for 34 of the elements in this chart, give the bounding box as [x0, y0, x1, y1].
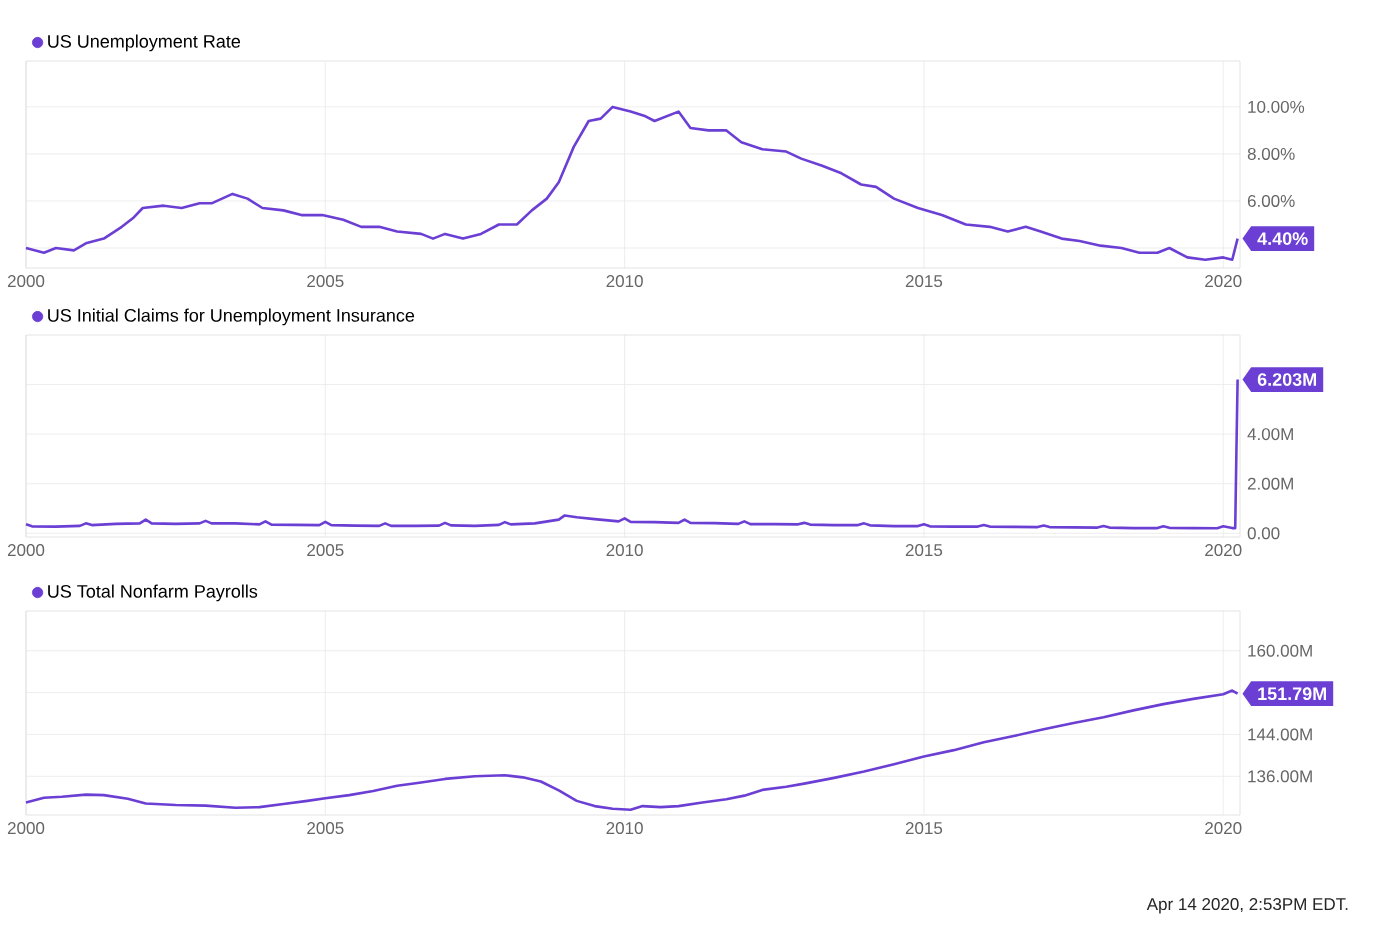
x-tick-label: 2000 [7, 822, 45, 835]
y-tick-label: 6.00% [1247, 194, 1295, 207]
y-tick-label: 8.00% [1247, 147, 1295, 160]
x-tick-label: 2010 [606, 275, 643, 288]
y-tick-label: 10.00% [1248, 100, 1305, 113]
x-tick-label: 2010 [606, 822, 643, 835]
legend-label: US Initial Claims for Unemployment Insurance [48, 308, 415, 326]
x-tick-label: 2005 [307, 275, 344, 288]
x-tick-label: 2000 [7, 275, 45, 288]
x-tick-label: 2005 [307, 544, 344, 557]
text: 6.203M [1257, 373, 1316, 386]
y-tick-label: 144.00M [1248, 728, 1312, 741]
x-tick-label: 2020 [1205, 275, 1242, 288]
y-tick-label: 4.00M [1247, 428, 1293, 441]
x-tick-label: 2010 [606, 544, 643, 557]
line-series [24, 689, 1239, 812]
x-tick-label: 2015 [905, 275, 943, 288]
x-tick-label: 2020 [1205, 822, 1242, 835]
x-tick-label: 2000 [7, 544, 45, 557]
y-tick-label: 160.00M [1248, 644, 1312, 657]
y-tick-label: 136.00M [1248, 770, 1312, 783]
line-series [24, 105, 1239, 262]
legend-label: US Unemployment Rate [48, 34, 241, 52]
y-tick-label: 2.00M [1247, 477, 1293, 490]
text: 4.40% [1257, 232, 1308, 245]
line-series [24, 378, 1239, 530]
text: 151.79M [1258, 687, 1326, 701]
x-tick-label: 2015 [905, 544, 943, 557]
x-tick-label: 2020 [1205, 544, 1242, 557]
y-tick-label: 0.00 [1247, 527, 1280, 540]
x-tick-label: 2015 [905, 822, 943, 835]
text: Apr 14 2020, 2:53PM EDT. [1146, 898, 1348, 914]
x-tick-label: 2005 [307, 822, 344, 835]
legend-label: US Total Nonfarm Payrolls [48, 584, 258, 602]
